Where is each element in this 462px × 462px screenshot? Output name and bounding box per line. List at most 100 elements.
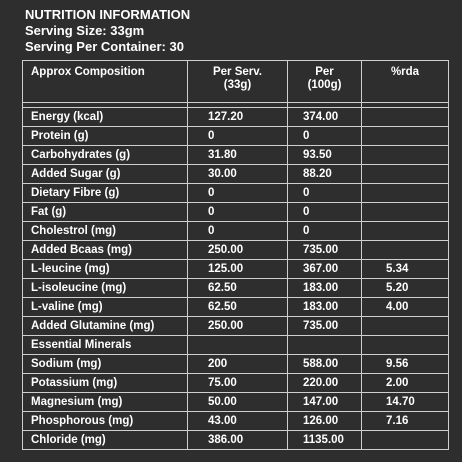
cell-composition: Protein (g): [22, 126, 188, 146]
cell-rda: [361, 335, 449, 355]
table-row: Added Sugar (g) 30.00 88.20: [22, 164, 449, 184]
cell-per-serving: 250.00: [187, 240, 288, 260]
cell-composition: Essential Minerals: [22, 335, 188, 355]
table-row: Fat (g) 0 0: [22, 202, 449, 222]
column-header-per-100g: Per (100g): [287, 60, 362, 103]
table-row: Potassium (mg) 75.00 220.00 2.00: [22, 373, 449, 393]
cell-per-100g: [287, 335, 362, 355]
cell-rda: [361, 107, 449, 127]
cell-composition: Added Bcaas (mg): [22, 240, 188, 260]
cell-per-serving: 31.80: [187, 145, 288, 165]
table-row: Energy (kcal) 127.20 374.00: [22, 107, 449, 127]
cell-per-serving: 30.00: [187, 164, 288, 184]
cell-per-serving: 0: [187, 221, 288, 241]
cell-per-serving: 0: [187, 202, 288, 222]
cell-per-serving: 125.00: [187, 259, 288, 279]
column-header-composition: Approx Composition: [22, 60, 188, 103]
cell-rda: 2.00: [361, 373, 449, 393]
cell-per-100g: 93.50: [287, 145, 362, 165]
cell-composition: Added Glutamine (mg): [22, 316, 188, 336]
table-row: Carbohydrates (g) 31.80 93.50: [22, 145, 449, 165]
table-row: Essential Minerals: [22, 335, 449, 355]
cell-per-serving: 127.20: [187, 107, 288, 127]
table-row: L-isoleucine (mg) 62.50 183.00 5.20: [22, 278, 449, 298]
table-header-row: Approx Composition Per Serv. (33g) Per (10…: [22, 60, 449, 103]
cell-per-100g: 0: [287, 126, 362, 146]
cell-per-100g: 735.00: [287, 240, 362, 260]
cell-per-100g: 183.00: [287, 297, 362, 317]
table-row: Dietary Fibre (g) 0 0: [22, 183, 449, 203]
cell-per-serving: 75.00: [187, 373, 288, 393]
cell-rda: [361, 183, 449, 203]
cell-per-100g: 220.00: [287, 373, 362, 393]
cell-composition: L-isoleucine (mg): [22, 278, 188, 298]
table-row: Phosphorous (mg) 43.00 126.00 7.16: [22, 411, 449, 431]
cell-per-100g: 735.00: [287, 316, 362, 336]
table-row: Cholestrol (mg) 0 0: [22, 221, 449, 241]
table-row: L-leucine (mg) 125.00 367.00 5.34: [22, 259, 449, 279]
cell-per-100g: 367.00: [287, 259, 362, 279]
cell-composition: Chloride (mg): [22, 430, 188, 450]
column-header-per-serving: Per Serv. (33g): [187, 60, 288, 103]
table-row: Protein (g) 0 0: [22, 126, 449, 146]
serving-size: Serving Size: 33gm: [25, 23, 145, 38]
cell-per-serving: 50.00: [187, 392, 288, 412]
cell-composition: Carbohydrates (g): [22, 145, 188, 165]
table-row: Added Bcaas (mg) 250.00 735.00: [22, 240, 449, 260]
cell-rda: 5.20: [361, 278, 449, 298]
cell-rda: [361, 164, 449, 184]
cell-per-serving: 0: [187, 126, 288, 146]
cell-composition: Potassium (mg): [22, 373, 188, 393]
cell-rda: 5.34: [361, 259, 449, 279]
cell-per-serving: 250.00: [187, 316, 288, 336]
cell-per-100g: 147.00: [287, 392, 362, 412]
cell-rda: [361, 145, 449, 165]
cell-rda: 14.70: [361, 392, 449, 412]
cell-rda: 7.16: [361, 411, 449, 431]
cell-composition: L-leucine (mg): [22, 259, 188, 279]
cell-per-100g: 0: [287, 221, 362, 241]
cell-per-serving: 200: [187, 354, 288, 374]
cell-per-serving: [187, 335, 288, 355]
cell-per-100g: 1135.00: [287, 430, 362, 450]
table-row: Chloride (mg) 386.00 1135.00: [22, 430, 449, 450]
serving-per-container: Serving Per Container: 30: [25, 39, 184, 54]
cell-per-100g: 0: [287, 202, 362, 222]
table-row: Added Glutamine (mg) 250.00 735.00: [22, 316, 449, 336]
cell-composition: Added Sugar (g): [22, 164, 188, 184]
cell-per-100g: 183.00: [287, 278, 362, 298]
cell-per-serving: 386.00: [187, 430, 288, 450]
cell-rda: [361, 316, 449, 336]
cell-rda: 9.56: [361, 354, 449, 374]
cell-rda: 4.00: [361, 297, 449, 317]
cell-composition: L-valine (mg): [22, 297, 188, 317]
cell-per-serving: 0: [187, 183, 288, 203]
cell-composition: Sodium (mg): [22, 354, 188, 374]
table-row: Magnesium (mg) 50.00 147.00 14.70: [22, 392, 449, 412]
nutrition-header: NUTRITION INFORMATION Serving Size: 33gm…: [25, 7, 190, 55]
cell-per-100g: 374.00: [287, 107, 362, 127]
cell-composition: Magnesium (mg): [22, 392, 188, 412]
cell-per-serving: 62.50: [187, 297, 288, 317]
cell-per-100g: 588.00: [287, 354, 362, 374]
cell-per-serving: 62.50: [187, 278, 288, 298]
table-row: Sodium (mg) 200 588.00 9.56: [22, 354, 449, 374]
cell-per-serving: 43.00: [187, 411, 288, 431]
cell-per-100g: 0: [287, 183, 362, 203]
cell-composition: Dietary Fibre (g): [22, 183, 188, 203]
cell-rda: [361, 202, 449, 222]
cell-per-100g: 88.20: [287, 164, 362, 184]
cell-composition: Energy (kcal): [22, 107, 188, 127]
cell-rda: [361, 430, 449, 450]
column-header-rda: %rda: [361, 60, 449, 103]
cell-per-100g: 126.00: [287, 411, 362, 431]
cell-rda: [361, 240, 449, 260]
cell-composition: Cholestrol (mg): [22, 221, 188, 241]
cell-composition: Phosphorous (mg): [22, 411, 188, 431]
cell-composition: Fat (g): [22, 202, 188, 222]
cell-rda: [361, 126, 449, 146]
page-title: NUTRITION INFORMATION: [25, 7, 191, 22]
cell-rda: [361, 221, 449, 241]
nutrition-table: Approx Composition Per Serv. (33g) Per (10…: [22, 60, 449, 450]
table-row: L-valine (mg) 62.50 183.00 4.00: [22, 297, 449, 317]
